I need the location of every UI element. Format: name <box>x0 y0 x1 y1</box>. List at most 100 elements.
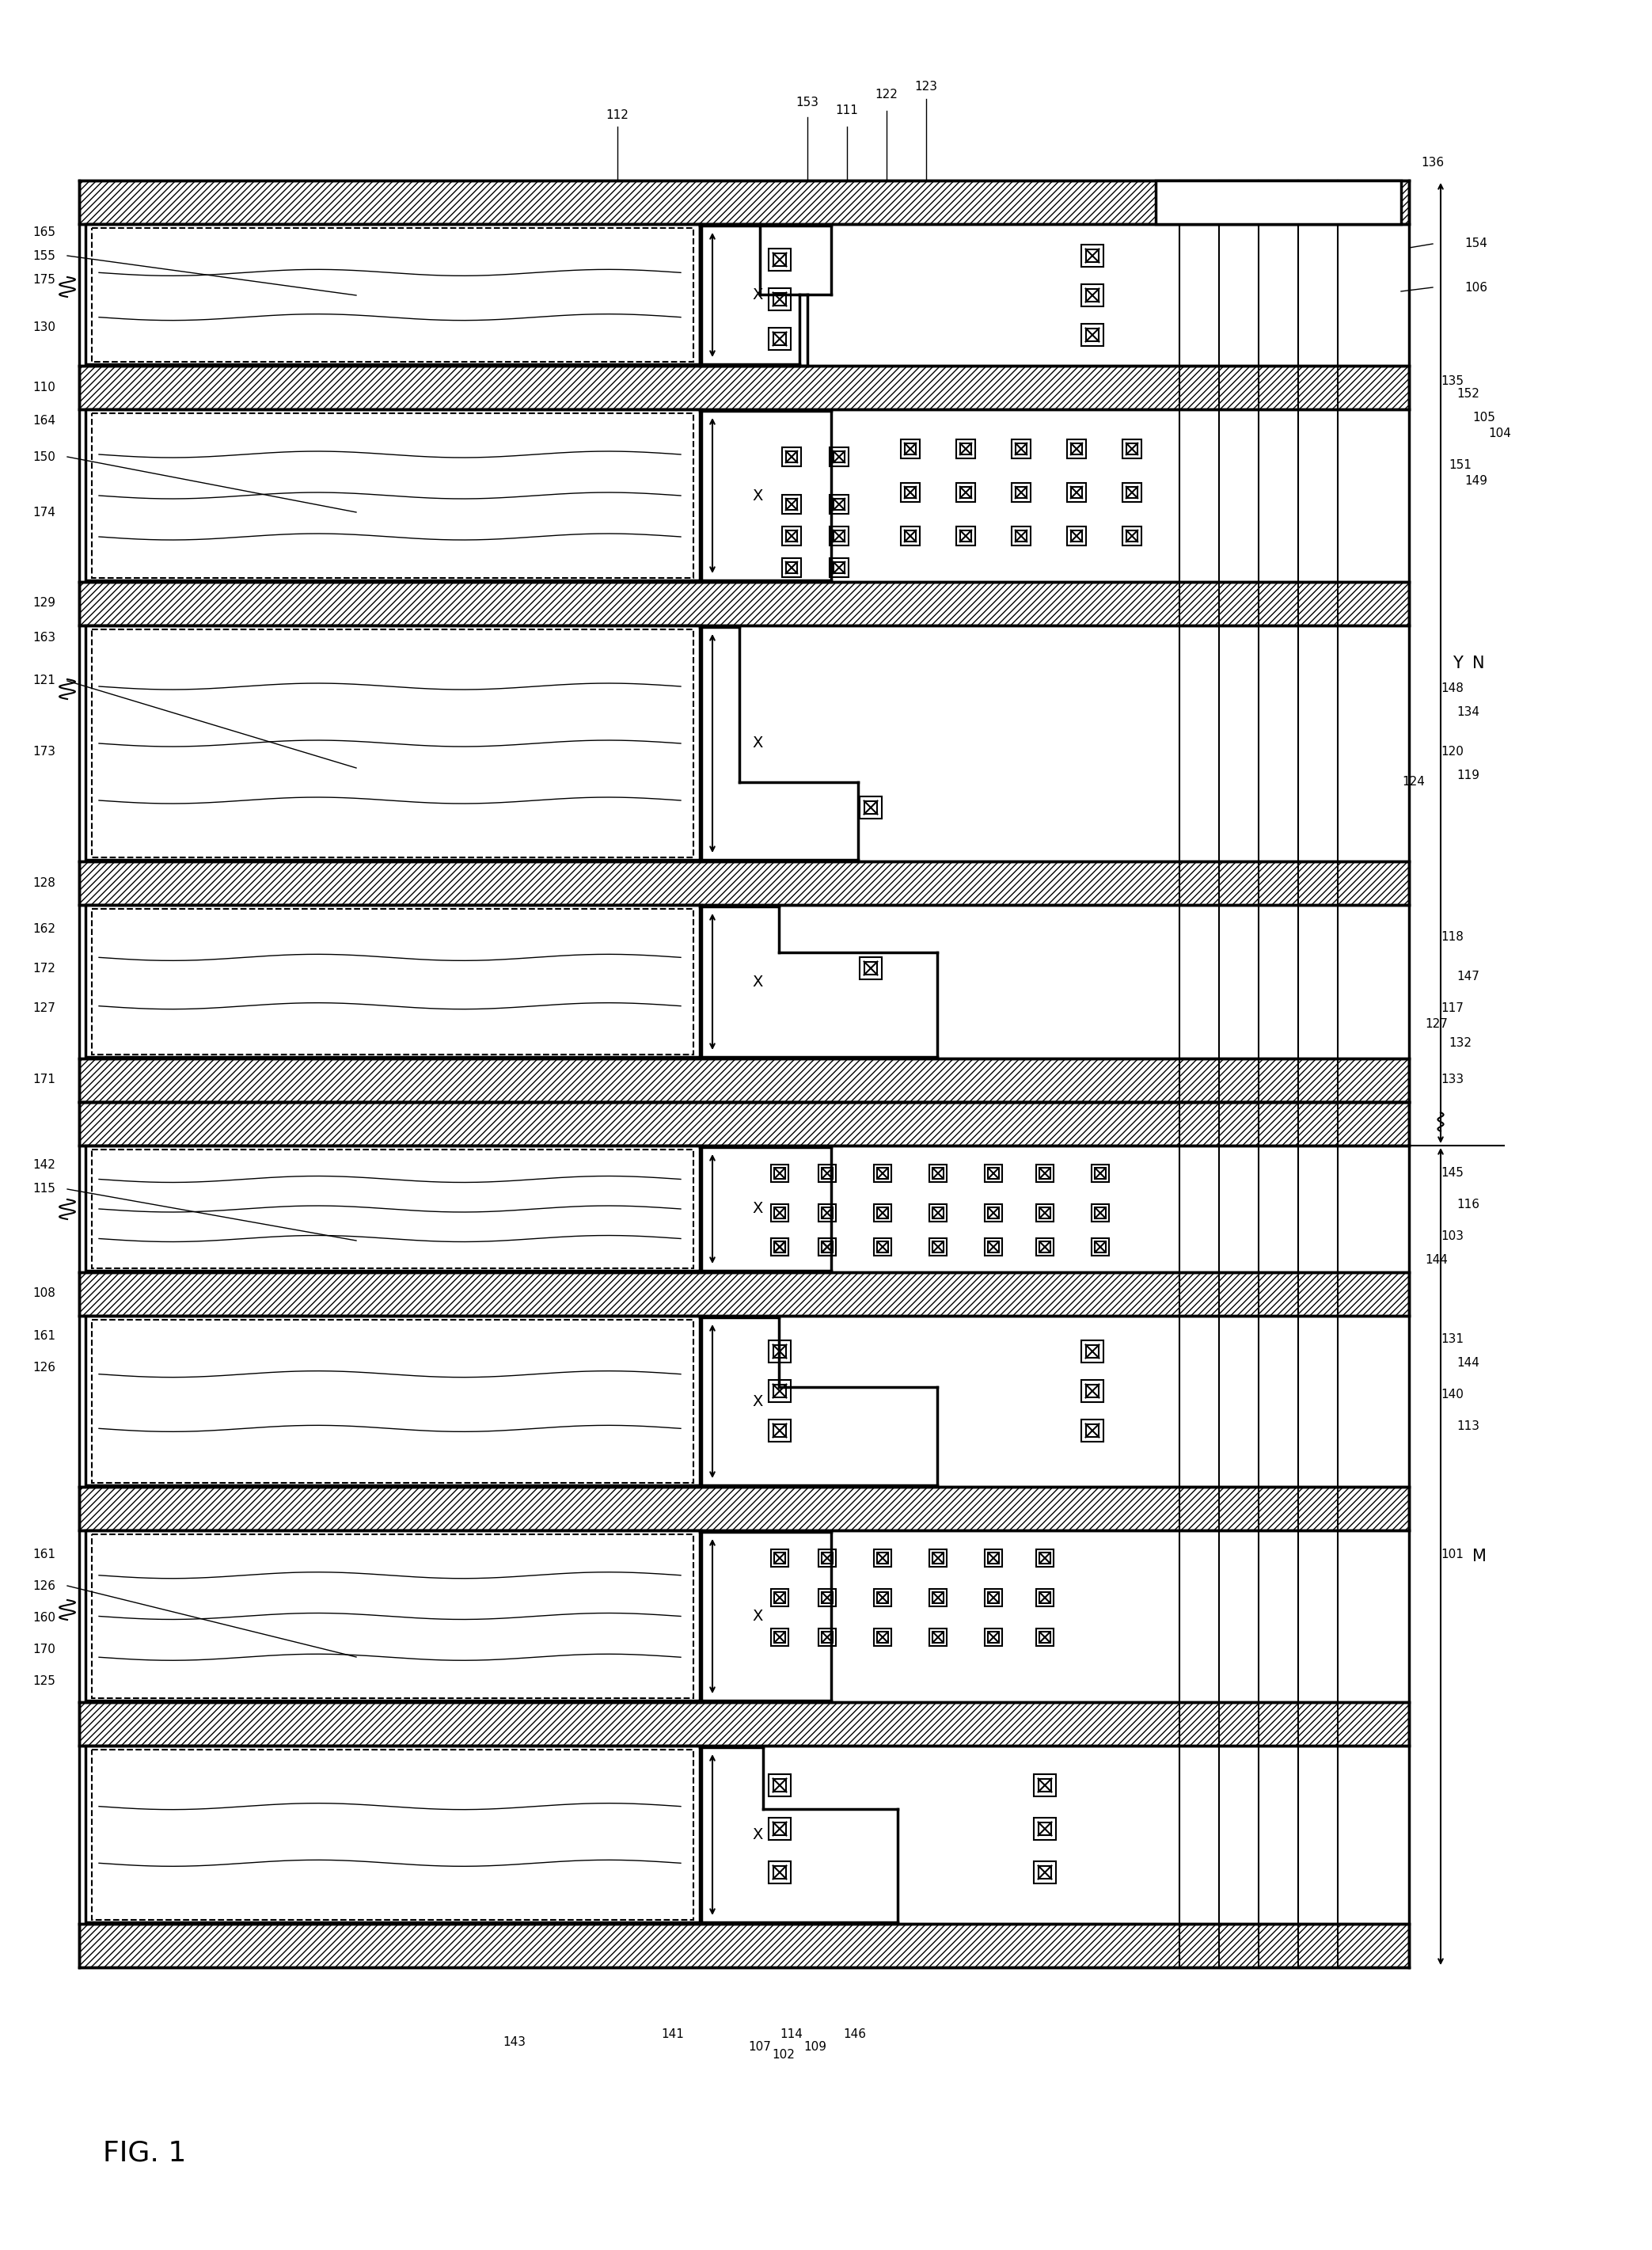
Bar <box>781 526 801 544</box>
Bar <box>829 558 849 578</box>
Bar <box>957 484 975 502</box>
Bar <box>1095 1242 1105 1253</box>
Bar <box>771 1238 788 1256</box>
Bar <box>905 531 915 542</box>
Bar <box>1082 245 1104 268</box>
Bar <box>874 1238 892 1256</box>
Bar <box>988 1208 999 1217</box>
Text: 118: 118 <box>1441 932 1464 943</box>
Text: 141: 141 <box>661 2030 684 2041</box>
Text: 146: 146 <box>844 2030 866 2041</box>
Bar <box>768 288 791 311</box>
Bar <box>829 448 849 466</box>
Text: 103: 103 <box>1441 1231 1464 1242</box>
Bar <box>833 531 844 542</box>
Bar <box>775 1593 785 1602</box>
Bar <box>933 1242 943 1253</box>
Bar <box>877 1242 887 1253</box>
Text: 128: 128 <box>33 878 56 889</box>
Text: 152: 152 <box>1457 387 1479 400</box>
Bar <box>1036 1588 1054 1607</box>
Bar <box>1085 288 1099 302</box>
Bar <box>1036 1629 1054 1647</box>
Bar <box>771 1204 788 1222</box>
Bar <box>1085 328 1099 342</box>
Text: 175: 175 <box>33 274 56 286</box>
Bar <box>786 500 798 511</box>
Bar <box>1070 443 1082 455</box>
Bar <box>900 484 920 502</box>
Text: X: X <box>752 1609 763 1624</box>
Bar <box>768 248 791 270</box>
Bar <box>823 1242 833 1253</box>
Text: 136: 136 <box>1421 155 1444 169</box>
Bar <box>818 1629 836 1647</box>
Bar <box>988 1593 999 1602</box>
Bar <box>1036 1204 1054 1222</box>
Bar <box>900 439 920 459</box>
Bar <box>988 1631 999 1642</box>
Bar <box>930 1629 947 1647</box>
Bar <box>1039 1242 1051 1253</box>
Bar <box>771 1550 788 1566</box>
Bar <box>874 1204 892 1222</box>
Text: 127: 127 <box>1424 1017 1447 1030</box>
Bar <box>775 1168 785 1179</box>
Text: 133: 133 <box>1441 1073 1464 1087</box>
Text: 150: 150 <box>33 450 56 463</box>
Text: 170: 170 <box>33 1642 56 1656</box>
Bar <box>786 450 798 463</box>
Bar <box>781 495 801 513</box>
Bar <box>1156 180 1401 225</box>
Bar <box>1092 1166 1108 1181</box>
Bar <box>773 1346 786 1359</box>
Text: 106: 106 <box>1464 281 1487 293</box>
Bar <box>1011 526 1031 544</box>
Bar <box>933 1593 943 1602</box>
Bar <box>985 1204 1003 1222</box>
Text: 105: 105 <box>1472 412 1495 423</box>
Bar <box>86 1746 702 1922</box>
Text: 165: 165 <box>33 225 56 238</box>
Bar <box>1036 1550 1054 1566</box>
Text: 134: 134 <box>1457 707 1480 718</box>
Text: X: X <box>752 1202 763 1217</box>
Bar <box>823 1168 833 1179</box>
Bar <box>771 1588 788 1607</box>
Text: 172: 172 <box>33 963 56 974</box>
Text: 115: 115 <box>33 1184 56 1195</box>
Bar <box>1036 1166 1054 1181</box>
Text: 122: 122 <box>876 90 899 101</box>
Text: 121: 121 <box>33 675 56 686</box>
Bar <box>86 626 702 860</box>
Bar <box>773 293 786 306</box>
Bar <box>864 801 877 814</box>
Text: 171: 171 <box>33 1073 56 1087</box>
Bar <box>933 1208 943 1217</box>
Bar <box>930 1588 947 1607</box>
Bar <box>775 1242 785 1253</box>
Bar <box>1016 443 1028 455</box>
Bar <box>768 1775 791 1796</box>
Bar <box>768 1420 791 1442</box>
Text: 130: 130 <box>33 322 56 333</box>
Text: 123: 123 <box>915 81 938 92</box>
Text: 111: 111 <box>836 106 859 117</box>
Text: 125: 125 <box>33 1674 56 1688</box>
Bar <box>1039 1208 1051 1217</box>
Bar <box>79 583 1409 626</box>
Bar <box>1127 531 1138 542</box>
Bar <box>1095 1208 1105 1217</box>
Text: 149: 149 <box>1464 475 1487 486</box>
Bar <box>781 448 801 466</box>
Bar <box>79 1487 1409 1530</box>
Bar <box>93 227 694 362</box>
Bar <box>960 486 971 497</box>
Bar <box>985 1629 1003 1647</box>
Bar <box>771 1166 788 1181</box>
Bar <box>930 1204 947 1222</box>
Text: 110: 110 <box>33 380 56 394</box>
Bar <box>900 526 920 544</box>
Text: 108: 108 <box>33 1287 56 1300</box>
Text: 135: 135 <box>1441 376 1464 387</box>
